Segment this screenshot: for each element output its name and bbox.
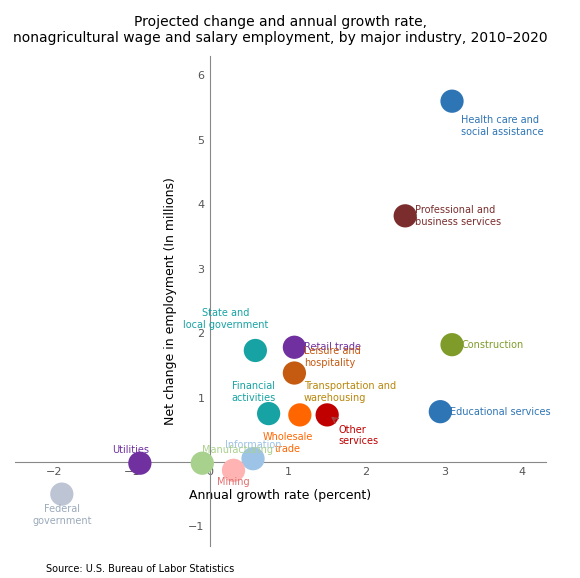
Text: Wholesale
trade: Wholesale trade [263, 432, 313, 454]
Point [447, 97, 456, 106]
Point [229, 466, 238, 475]
Point [135, 458, 144, 468]
Text: Leisure and
hospitality: Leisure and hospitality [304, 346, 361, 368]
Point [290, 368, 299, 377]
Text: Other
services: Other services [339, 425, 379, 446]
Text: Source: U.S. Bureau of Labor Statistics: Source: U.S. Bureau of Labor Statistics [46, 564, 235, 574]
Text: State and
local government: State and local government [183, 308, 269, 330]
Point [295, 410, 305, 420]
Text: Mining: Mining [217, 477, 250, 487]
Point [57, 490, 67, 499]
Point [322, 410, 332, 420]
Point [198, 458, 207, 468]
Text: Transportation and
warehousing: Transportation and warehousing [304, 381, 396, 403]
Text: Professional and
business services: Professional and business services [415, 205, 501, 227]
X-axis label: Annual growth rate (percent): Annual growth rate (percent) [189, 488, 371, 502]
Text: Manufacturing: Manufacturing [202, 446, 273, 455]
Text: Information: Information [225, 440, 281, 450]
Point [447, 340, 456, 349]
Text: Health care and
social assistance: Health care and social assistance [462, 116, 544, 137]
Text: Construction: Construction [462, 340, 524, 350]
Text: Educational services: Educational services [450, 407, 550, 417]
Text: Utilities: Utilities [112, 446, 149, 455]
Text: Federal
government: Federal government [32, 505, 92, 526]
Point [264, 409, 273, 418]
Point [251, 346, 260, 355]
Y-axis label: Net change in employment (In millions): Net change in employment (In millions) [164, 177, 177, 425]
Point [436, 407, 445, 416]
Text: Retail trade: Retail trade [304, 342, 361, 352]
Point [248, 454, 258, 464]
Title: Projected change and annual growth rate,
nonagricultural wage and salary employm: Projected change and annual growth rate,… [13, 15, 548, 45]
Text: Financial
activities: Financial activities [231, 381, 275, 403]
Point [401, 211, 410, 220]
Point [290, 343, 299, 352]
